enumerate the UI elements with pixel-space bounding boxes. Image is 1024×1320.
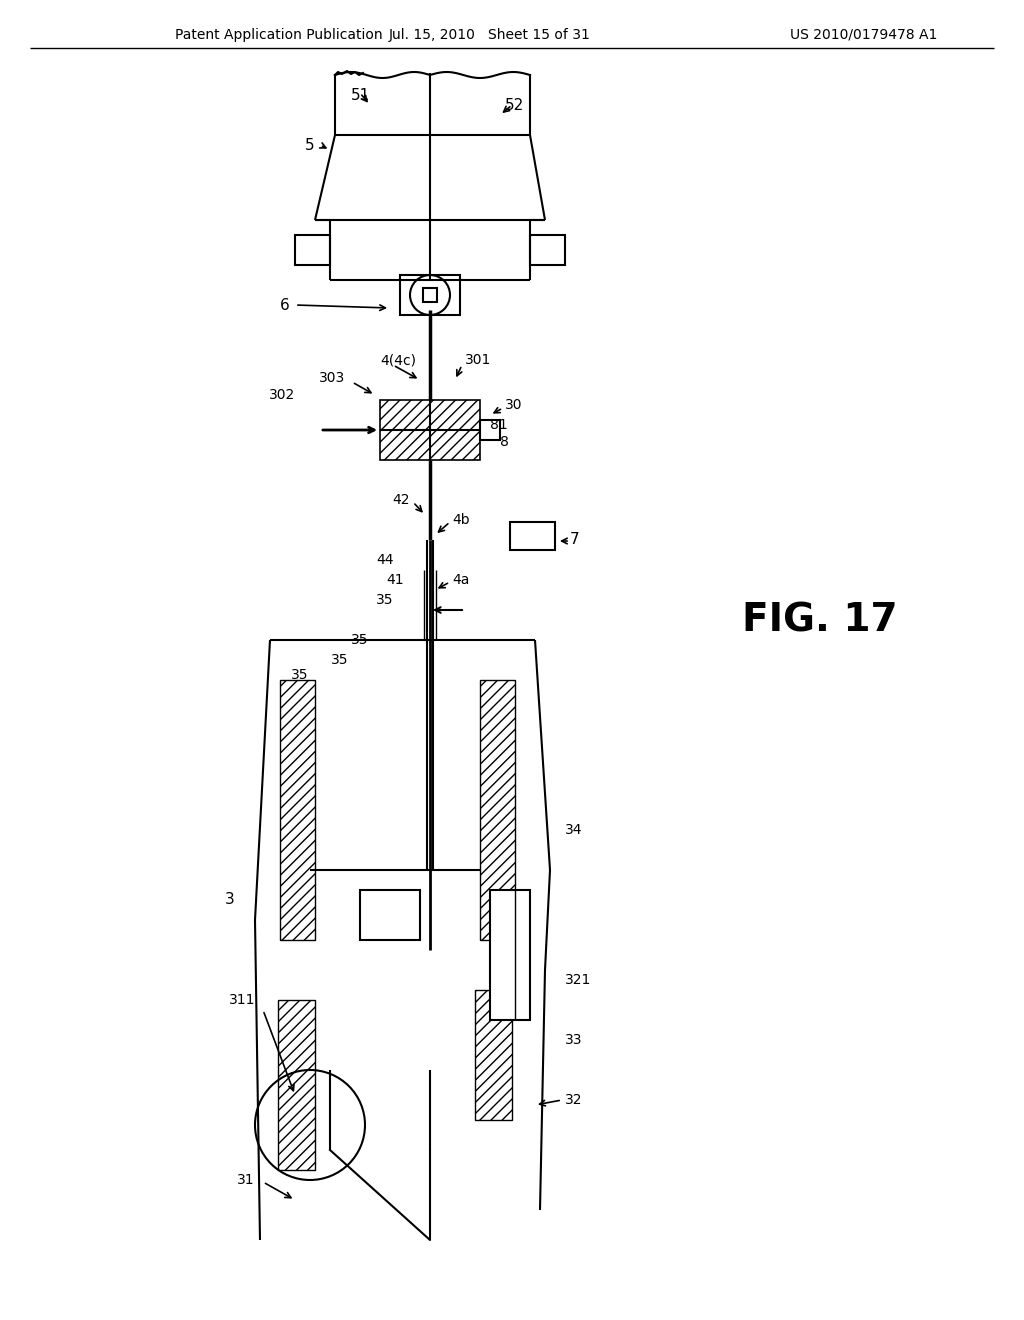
Text: 35: 35: [331, 653, 349, 667]
Text: 4b: 4b: [452, 513, 470, 527]
Bar: [480, 420, 500, 440]
Text: 7: 7: [570, 532, 580, 548]
Text: Jul. 15, 2010   Sheet 15 of 31: Jul. 15, 2010 Sheet 15 of 31: [389, 28, 591, 42]
Bar: [278, 1001, 315, 1170]
Text: 81: 81: [490, 418, 508, 432]
Text: 303: 303: [318, 371, 345, 385]
Text: 31: 31: [238, 1173, 255, 1187]
Bar: [423, 288, 437, 302]
Bar: [280, 680, 315, 940]
Bar: [490, 890, 530, 1020]
Text: 321: 321: [565, 973, 592, 987]
Text: US 2010/0179478 A1: US 2010/0179478 A1: [790, 28, 937, 42]
Text: 35: 35: [376, 593, 394, 607]
Text: 35: 35: [291, 668, 309, 682]
Text: 51: 51: [350, 87, 370, 103]
Text: 33: 33: [565, 1034, 583, 1047]
Text: 302: 302: [268, 388, 295, 403]
Text: 32: 32: [565, 1093, 583, 1107]
Bar: [475, 990, 512, 1119]
Text: 35: 35: [351, 634, 369, 647]
Text: 30: 30: [505, 399, 522, 412]
Text: 8: 8: [500, 436, 509, 449]
Text: 5: 5: [305, 137, 314, 153]
Text: 301: 301: [465, 352, 492, 367]
Bar: [510, 521, 555, 550]
Bar: [295, 235, 330, 265]
Text: 44: 44: [376, 553, 394, 568]
Text: 42: 42: [392, 492, 410, 507]
Text: 4(4c): 4(4c): [380, 352, 416, 367]
Bar: [380, 400, 480, 459]
Text: 34: 34: [565, 822, 583, 837]
Bar: [530, 235, 565, 265]
Bar: [400, 275, 460, 315]
Bar: [480, 680, 515, 940]
Text: 311: 311: [228, 993, 255, 1007]
Text: 41: 41: [386, 573, 403, 587]
Text: 6: 6: [281, 297, 290, 313]
Text: Patent Application Publication: Patent Application Publication: [175, 28, 383, 42]
Text: 3: 3: [225, 892, 234, 908]
Text: FIG. 17: FIG. 17: [742, 601, 898, 639]
Bar: [360, 890, 420, 940]
Text: 52: 52: [506, 98, 524, 112]
Text: 4a: 4a: [452, 573, 469, 587]
